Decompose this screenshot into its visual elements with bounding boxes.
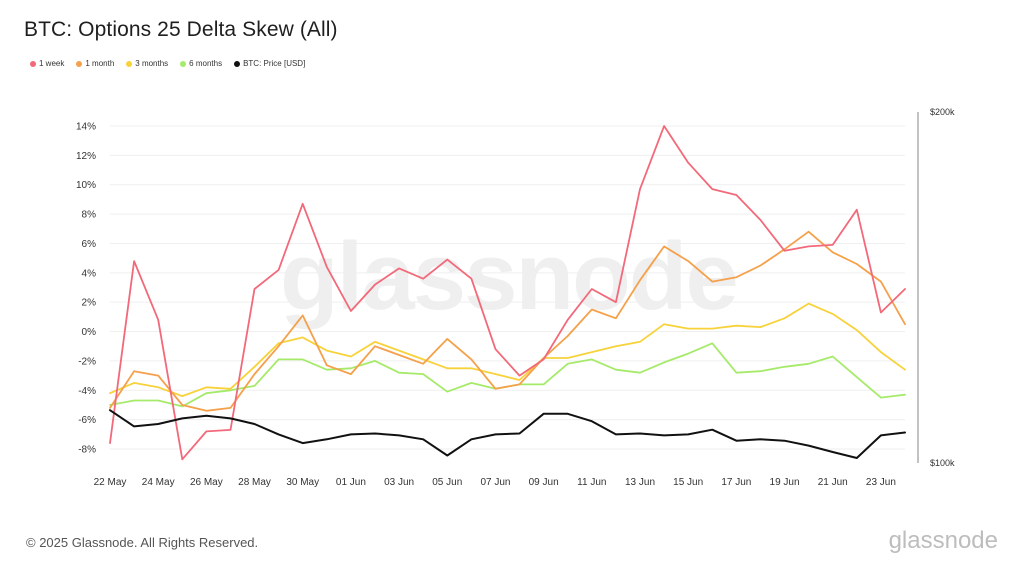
y-tick-label: 8% — [82, 210, 97, 221]
y-tick-label: 0% — [82, 327, 97, 338]
series-line-btc-price-usd — [109, 409, 906, 459]
x-tick-label: 26 May — [190, 477, 223, 488]
y-right-tick-label: $100k — [930, 458, 955, 468]
y-tick-label: 10% — [76, 180, 96, 191]
series-line-1-month — [109, 230, 906, 412]
y-tick-label: 2% — [82, 298, 97, 309]
x-tick-label: 19 Jun — [770, 477, 800, 488]
y-tick-label: 4% — [82, 268, 97, 279]
series-line-3-months — [109, 302, 906, 398]
y-tick-label: -2% — [78, 356, 96, 367]
y-right-tick-label: $200k — [930, 107, 955, 117]
x-tick-label: 28 May — [238, 477, 271, 488]
legend-label-btc-price: BTC: Price [USD] — [243, 59, 306, 68]
x-tick-label: 15 Jun — [673, 477, 703, 488]
legend-dot-1-month — [76, 60, 83, 67]
legend-dot-6-months — [180, 60, 187, 67]
x-tick-label: 23 Jun — [866, 477, 896, 488]
series-line-1-week — [109, 125, 906, 461]
glassnode-logo: glassnode — [888, 527, 998, 554]
watermark: glassnode — [280, 223, 739, 330]
x-tick-label: 30 May — [286, 477, 319, 488]
legend-dot-3-months — [126, 60, 133, 67]
legend-label-1-week: 1 week — [39, 59, 65, 68]
y-tick-label: -4% — [78, 386, 96, 397]
x-tick-label: 03 Jun — [384, 477, 414, 488]
legend-item-6-months[interactable]: 6 months — [180, 59, 222, 68]
legend-label-6-months: 6 months — [189, 59, 223, 68]
y-tick-label: 14% — [76, 122, 96, 133]
y-tick-label: 6% — [82, 239, 97, 250]
y-tick-label: 12% — [76, 151, 96, 162]
legend-item-1-week[interactable]: 1 week — [30, 59, 64, 68]
x-tick-label: 07 Jun — [480, 477, 510, 488]
legend: 1 week 1 month 3 months 6 months BTC: Pr… — [30, 59, 305, 68]
y-tick-label: -6% — [78, 415, 96, 426]
copyright-text: © 2025 Glassnode. All Rights Reserved. — [26, 535, 259, 550]
legend-item-btc-price[interactable]: BTC: Price [USD] — [234, 59, 305, 68]
x-tick-label: 17 Jun — [721, 477, 751, 488]
legend-label-3-months: 3 months — [135, 59, 169, 68]
legend-item-3-months[interactable]: 3 months — [126, 59, 168, 68]
series-line-6-months — [109, 342, 906, 408]
legend-dot-btc-price — [234, 60, 241, 67]
x-tick-label: 24 May — [142, 477, 175, 488]
y-tick-label: -8% — [78, 445, 96, 456]
legend-dot-1-week — [30, 60, 36, 67]
x-tick-label: 09 Jun — [529, 477, 559, 488]
legend-item-1-month[interactable]: 1 month — [76, 59, 114, 68]
x-tick-label: 21 Jun — [818, 477, 848, 488]
chart-title: BTC: Options 25 Delta Skew (All) — [24, 18, 338, 41]
x-tick-label: 13 Jun — [625, 477, 655, 488]
x-tick-label: 01 Jun — [336, 477, 366, 488]
x-tick-label: 05 Jun — [432, 477, 462, 488]
x-tick-label: 22 May — [94, 477, 127, 488]
x-tick-label: 11 Jun — [577, 477, 606, 488]
legend-label-1-month: 1 month — [85, 59, 115, 68]
